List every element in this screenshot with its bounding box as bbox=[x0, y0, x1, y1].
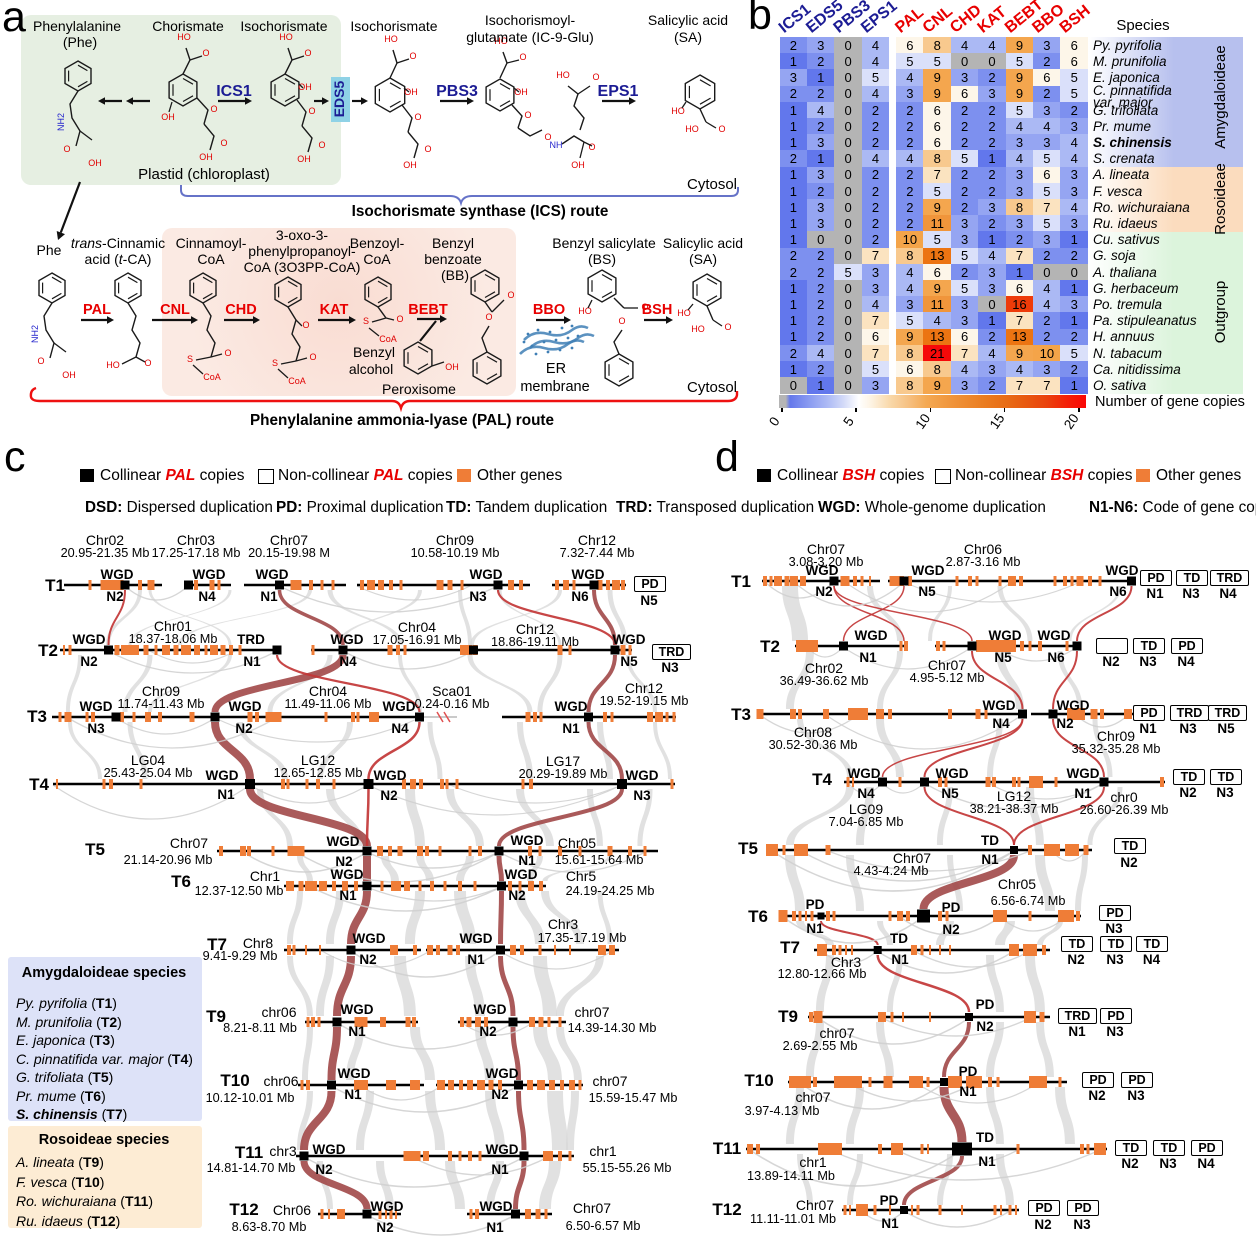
svg-text:OH: OH bbox=[199, 152, 213, 162]
svg-text:NH: NH bbox=[550, 140, 563, 150]
svg-text:HO: HO bbox=[691, 324, 705, 334]
svg-text:20: 20 bbox=[1061, 411, 1082, 432]
svg-text:O: O bbox=[37, 356, 44, 366]
svg-text:Amygdaloideae: Amygdaloideae bbox=[1212, 45, 1229, 148]
svg-text:O: O bbox=[210, 104, 217, 114]
svg-text:HO: HO bbox=[279, 32, 293, 42]
svg-text:O: O bbox=[202, 48, 209, 58]
svg-text:EDS5: EDS5 bbox=[331, 81, 347, 118]
svg-text:O: O bbox=[544, 132, 551, 142]
svg-text:OH: OH bbox=[514, 87, 528, 97]
svg-text:OH: OH bbox=[404, 87, 418, 97]
svg-text:0: 0 bbox=[766, 414, 783, 429]
svg-text:HO: HO bbox=[494, 36, 508, 46]
svg-text:O: O bbox=[424, 144, 431, 154]
svg-text:5: 5 bbox=[840, 414, 857, 429]
svg-text:HO: HO bbox=[685, 124, 699, 134]
svg-text:O: O bbox=[308, 106, 315, 116]
svg-text:O: O bbox=[485, 312, 492, 322]
svg-text:S: S bbox=[187, 354, 193, 364]
svg-text:HO: HO bbox=[556, 70, 570, 80]
svg-text:O: O bbox=[144, 358, 151, 368]
svg-text:O: O bbox=[302, 320, 309, 330]
svg-text:O: O bbox=[519, 52, 526, 62]
svg-text:O: O bbox=[507, 290, 514, 300]
svg-text:CoA: CoA bbox=[379, 334, 397, 344]
svg-text:O: O bbox=[304, 48, 311, 58]
svg-text:OH: OH bbox=[571, 160, 585, 170]
svg-text:10: 10 bbox=[912, 411, 933, 432]
svg-text:15: 15 bbox=[987, 411, 1008, 432]
svg-text:O: O bbox=[524, 110, 531, 120]
svg-text:O: O bbox=[724, 322, 731, 332]
svg-text:HO: HO bbox=[671, 106, 685, 116]
svg-text:OH: OH bbox=[88, 158, 102, 168]
svg-text:O: O bbox=[592, 72, 599, 82]
svg-text:Outgroup: Outgroup bbox=[1212, 281, 1229, 344]
svg-text:O: O bbox=[318, 140, 325, 150]
svg-text:S: S bbox=[363, 316, 369, 326]
svg-text:OH: OH bbox=[445, 362, 459, 372]
svg-text:O: O bbox=[409, 51, 416, 61]
svg-text:O: O bbox=[63, 144, 70, 154]
svg-text:O: O bbox=[618, 316, 625, 326]
svg-text:O: O bbox=[718, 124, 725, 134]
svg-text:CoA: CoA bbox=[203, 372, 221, 382]
svg-text:S: S bbox=[272, 358, 278, 368]
svg-text:NH2: NH2 bbox=[30, 325, 40, 343]
svg-text:O: O bbox=[641, 302, 648, 312]
svg-text:O: O bbox=[309, 352, 316, 362]
svg-text:Rosoideae: Rosoideae bbox=[1212, 163, 1229, 235]
svg-text:NH2: NH2 bbox=[56, 113, 66, 131]
svg-text:OH: OH bbox=[297, 154, 311, 164]
svg-text:BSH: BSH bbox=[1057, 2, 1094, 36]
svg-text:O: O bbox=[220, 138, 227, 148]
svg-text:OH: OH bbox=[161, 112, 175, 122]
svg-text:HO: HO bbox=[177, 32, 191, 42]
svg-text:O: O bbox=[414, 112, 421, 122]
svg-text:HO: HO bbox=[578, 306, 592, 316]
svg-text:OH: OH bbox=[403, 160, 417, 170]
svg-text:O: O bbox=[224, 348, 231, 358]
svg-text:O: O bbox=[396, 314, 403, 324]
svg-text:OH: OH bbox=[298, 82, 312, 92]
svg-text:OH: OH bbox=[62, 370, 76, 380]
svg-text:HO: HO bbox=[384, 34, 398, 44]
svg-text:HO: HO bbox=[677, 308, 691, 318]
svg-text:HO: HO bbox=[106, 360, 120, 370]
svg-text:CoA: CoA bbox=[288, 376, 306, 386]
svg-text:O: O bbox=[588, 142, 595, 152]
